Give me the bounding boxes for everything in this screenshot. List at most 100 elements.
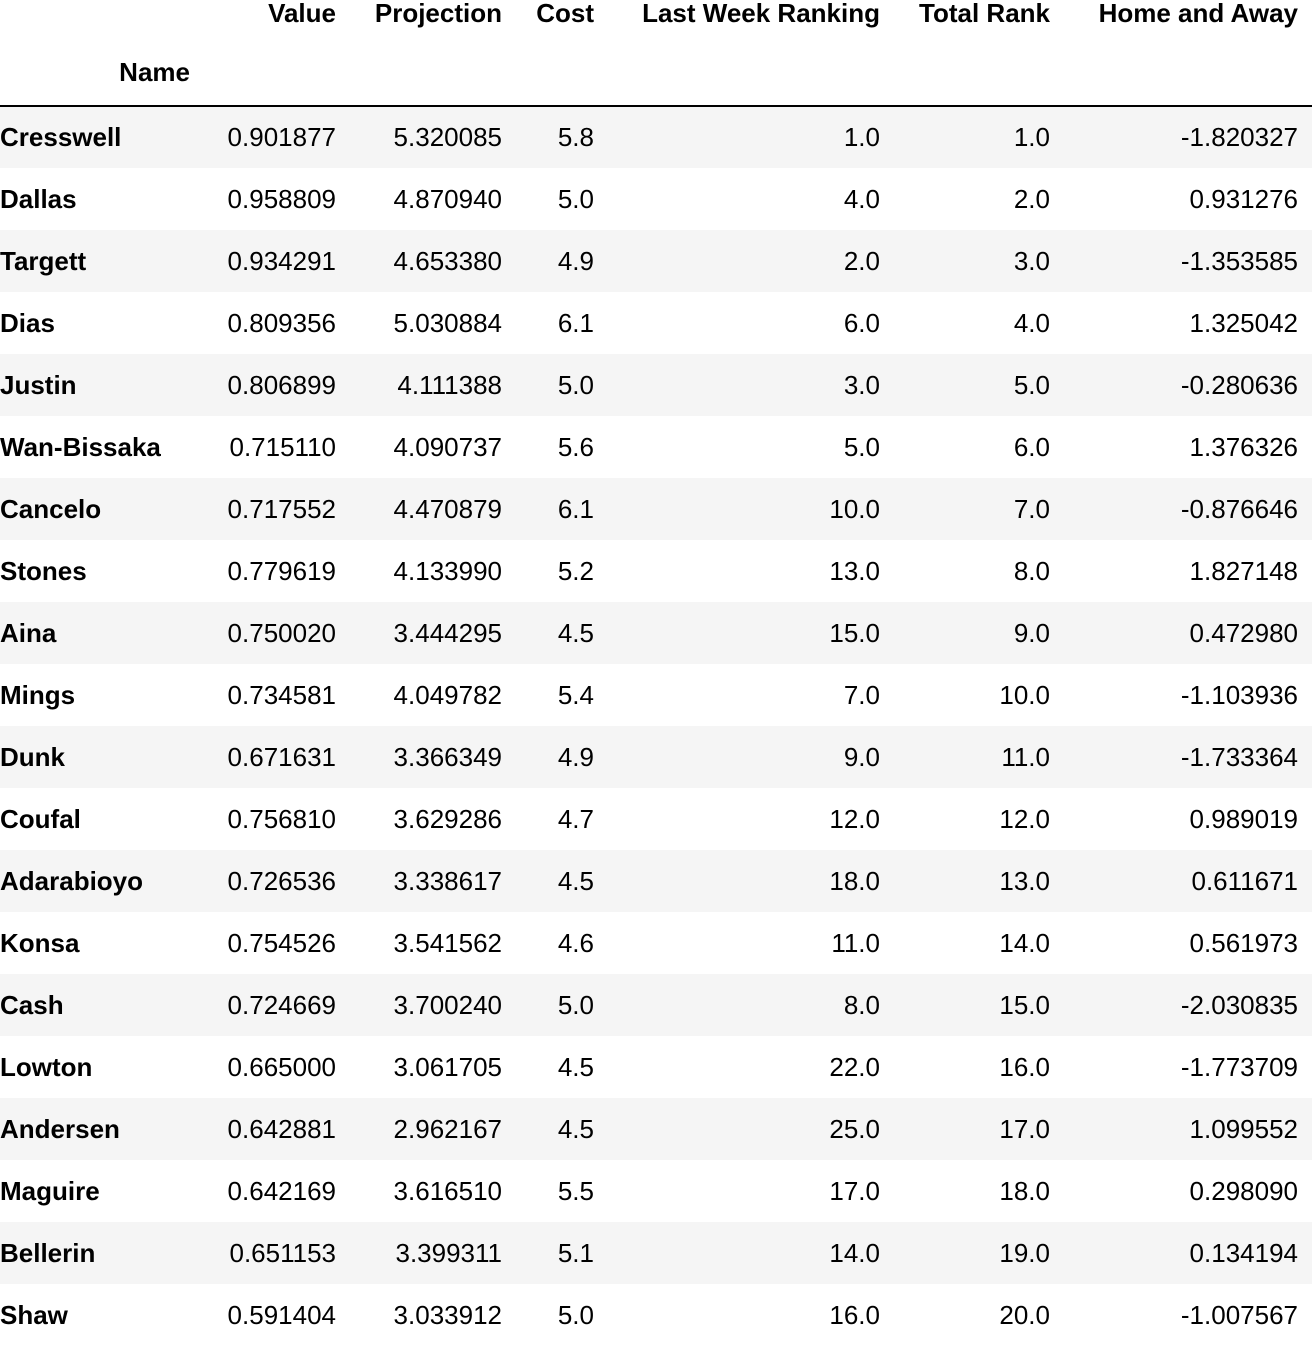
index-header-blank [0, 0, 204, 40]
cell-value: 0.665000 [227, 1051, 336, 1082]
cell-value: 0.958809 [227, 183, 336, 214]
cell-projection: 4.090737 [393, 431, 502, 462]
cell-projection: 3.399311 [395, 1237, 502, 1268]
cell-home-and-away: -0.280636 [1180, 369, 1298, 400]
cell-projection: 5.030884 [393, 307, 502, 338]
cell-projection: 4.870940 [393, 183, 502, 214]
cell-projection: 4.049782 [393, 679, 502, 710]
cell-projection: 4.653380 [393, 245, 502, 276]
cell-cost: 5.8 [557, 122, 594, 152]
table-row: Shaw 0.591404 3.033912 5.0 16.0 20.0 -1.007567 [0, 1284, 1312, 1346]
table-row: Maguire 0.642169 3.616510 5.5 17.0 18.0 0.2980… [0, 1160, 1312, 1222]
table-row: Adarabioyo 0.726536 3.338617 4.5 18.0 13.0 0.6… [0, 850, 1312, 912]
table-row: Stones 0.779619 4.133990 5.2 13.0 8.0 1.827148 [0, 540, 1312, 602]
table-row: Dallas 0.958809 4.870940 5.0 4.0 2.0 0.931276 [0, 168, 1312, 230]
cell-cost: 4.9 [557, 245, 594, 276]
row-index-name: Dunk [0, 741, 65, 772]
cell-total-rank: 8.0 [1013, 555, 1050, 586]
cell-total-rank: 14.0 [999, 927, 1050, 958]
cell-total-rank: 19.0 [999, 1237, 1050, 1268]
cell-value: 0.806899 [227, 369, 336, 400]
row-index-name: Adarabioyo [0, 865, 144, 896]
cell-value: 0.591404 [227, 1299, 336, 1330]
cell-total-rank: 5.0 [1013, 369, 1050, 400]
cell-projection: 3.629286 [393, 803, 502, 834]
cell-value: 0.901877 [227, 122, 336, 152]
cell-home-and-away: 1.376326 [1189, 431, 1298, 462]
cell-cost: 4.6 [557, 927, 594, 958]
cell-home-and-away: -1.733364 [1180, 741, 1298, 772]
cell-total-rank: 12.0 [999, 803, 1050, 834]
cell-projection: 3.061705 [393, 1051, 502, 1082]
cell-cost: 6.1 [557, 307, 594, 338]
cell-last-week-ranking: 1.0 [843, 122, 880, 152]
cell-value: 0.715110 [229, 431, 336, 462]
table-row: Cancelo 0.717552 4.470879 6.1 10.0 7.0 -0.8766… [0, 478, 1312, 540]
cell-home-and-away: 0.134194 [1189, 1237, 1298, 1268]
table-row: Aina 0.750020 3.444295 4.5 15.0 9.0 0.472980 [0, 602, 1312, 664]
cell-last-week-ranking: 12.0 [829, 803, 880, 834]
column-header-row: Value Projection Cost Last Week Ranking … [0, 0, 1312, 40]
cell-last-week-ranking: 11.0 [831, 927, 880, 958]
cell-cost: 5.0 [557, 989, 594, 1020]
cell-total-rank: 7.0 [1013, 493, 1050, 524]
cell-total-rank: 20.0 [999, 1299, 1050, 1330]
column-header-projection: Projection [374, 0, 502, 28]
row-index-name: Bellerin [0, 1237, 96, 1268]
cell-last-week-ranking: 16.0 [829, 1299, 880, 1330]
row-index-name: Cresswell [0, 122, 122, 152]
cell-cost: 4.9 [557, 741, 594, 772]
cell-last-week-ranking: 18.0 [829, 865, 880, 896]
cell-total-rank: 3.0 [1013, 245, 1050, 276]
table-row: Konsa 0.754526 3.541562 4.6 11.0 14.0 0.561973 [0, 912, 1312, 974]
cell-last-week-ranking: 17.0 [829, 1175, 880, 1206]
cell-home-and-away: 0.472980 [1189, 617, 1298, 648]
cell-home-and-away: -1.007567 [1180, 1299, 1298, 1330]
cell-last-week-ranking: 15.0 [829, 617, 880, 648]
column-header-last-week-ranking: Last Week Ranking [642, 0, 880, 28]
cell-home-and-away: -1.103936 [1180, 679, 1298, 710]
cell-last-week-ranking: 6.0 [843, 307, 880, 338]
cell-value: 0.724669 [227, 989, 336, 1020]
index-name-header: Name [0, 40, 204, 107]
cell-last-week-ranking: 14.0 [829, 1237, 880, 1268]
table-row: Coufal 0.756810 3.629286 4.7 12.0 12.0 0.98901… [0, 788, 1312, 850]
cell-value: 0.750020 [227, 617, 336, 648]
table-row: Cresswell 0.901877 5.320085 5.8 1.0 1.0 -1.820… [0, 106, 1312, 168]
cell-last-week-ranking: 22.0 [829, 1051, 880, 1082]
cell-total-rank: 17.0 [999, 1113, 1050, 1144]
cell-projection: 3.700240 [393, 989, 502, 1020]
cell-total-rank: 2.0 [1013, 183, 1050, 214]
row-index-name: Wan-Bissaka [0, 431, 161, 462]
cell-value: 0.651153 [229, 1237, 336, 1268]
row-index-name: Shaw [0, 1299, 68, 1330]
cell-total-rank: 11.0 [1001, 741, 1050, 772]
cell-value: 0.809356 [227, 307, 336, 338]
cell-value: 0.717552 [227, 493, 336, 524]
row-index-name: Coufal [0, 803, 81, 834]
cell-total-rank: 9.0 [1013, 617, 1050, 648]
table-row: Dias 0.809356 5.030884 6.1 6.0 4.0 1.325042 [0, 292, 1312, 354]
cell-cost: 4.5 [557, 1113, 594, 1144]
cell-value: 0.642881 [227, 1113, 336, 1144]
row-index-name: Dias [0, 307, 55, 338]
cell-cost: 5.0 [557, 1299, 594, 1330]
cell-home-and-away: 1.827148 [1189, 555, 1298, 586]
cell-home-and-away: -2.030835 [1180, 989, 1298, 1020]
cell-home-and-away: 0.611671 [1191, 865, 1298, 896]
cell-projection: 3.033912 [393, 1299, 502, 1330]
table-row: Andersen 0.642881 2.962167 4.5 25.0 17.0 1.099… [0, 1098, 1312, 1160]
cell-last-week-ranking: 8.0 [843, 989, 880, 1020]
row-index-name: Cancelo [0, 493, 102, 524]
cell-total-rank: 4.0 [1013, 307, 1050, 338]
row-index-name: Lowton [0, 1051, 93, 1082]
cell-last-week-ranking: 10.0 [829, 493, 880, 524]
table-header: Value Projection Cost Last Week Ranking … [0, 0, 1312, 107]
cell-total-rank: 1.0 [1013, 122, 1050, 152]
cell-projection: 3.616510 [393, 1175, 502, 1206]
cell-projection: 3.541562 [393, 927, 502, 958]
cell-cost: 5.5 [557, 1175, 594, 1206]
table-row: Dunk 0.671631 3.366349 4.9 9.0 11.0 -1.733364 [0, 726, 1312, 788]
row-index-name: Konsa [0, 927, 80, 958]
